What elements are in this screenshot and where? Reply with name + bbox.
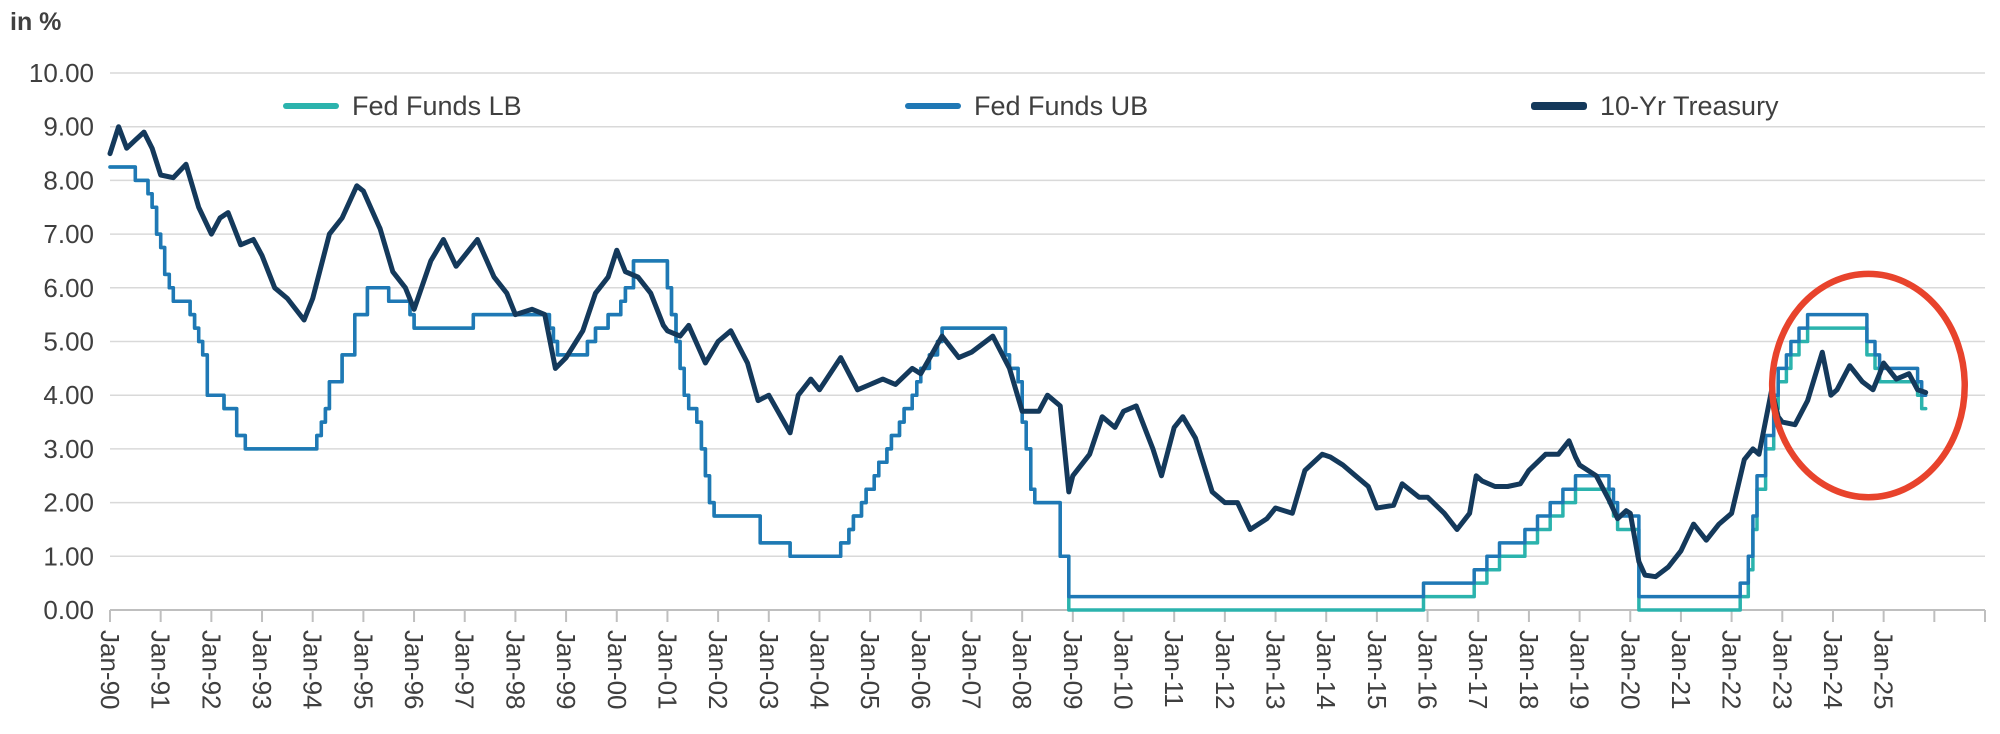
y-axis-label: 1.00 — [43, 541, 94, 571]
x-axis-label: Jan-23 — [1767, 630, 1797, 710]
x-axis-label: Jan-19 — [1565, 630, 1595, 710]
y-axis-label: 9.00 — [43, 112, 94, 142]
x-axis-label: Jan-12 — [1210, 630, 1240, 710]
x-axis-label: Jan-07 — [956, 630, 986, 710]
x-axis-label: Jan-94 — [298, 630, 328, 710]
y-axis-label: 10.00 — [29, 58, 94, 88]
x-axis-label: Jan-93 — [247, 630, 277, 710]
x-axis-label: Jan-92 — [196, 630, 226, 710]
x-axis-label: Jan-04 — [804, 630, 834, 710]
x-axis-label: Jan-21 — [1666, 630, 1696, 710]
x-axis-label: Jan-25 — [1869, 630, 1899, 710]
x-axis-label: Jan-02 — [703, 630, 733, 710]
y-axis-label: 2.00 — [43, 488, 94, 518]
x-axis-label: Jan-09 — [1058, 630, 1088, 710]
y-axis-label: 8.00 — [43, 165, 94, 195]
x-axis-label: Jan-99 — [551, 630, 581, 710]
x-axis-label: Jan-17 — [1463, 630, 1493, 710]
x-axis-label: Jan-05 — [855, 630, 885, 710]
x-axis-label: Jan-06 — [906, 630, 936, 710]
x-axis-label: Jan-96 — [399, 630, 429, 710]
x-axis-label: Jan-16 — [1413, 630, 1443, 710]
x-axis-label: Jan-10 — [1109, 630, 1139, 710]
y-axis-label: 3.00 — [43, 434, 94, 464]
x-axis-label: Jan-91 — [146, 630, 176, 710]
x-axis-label: Jan-01 — [652, 630, 682, 710]
y-axis-label: 5.00 — [43, 327, 94, 357]
y-axis-label: 7.00 — [43, 219, 94, 249]
x-axis-label: Jan-00 — [602, 630, 632, 710]
x-axis-label: Jan-15 — [1362, 630, 1392, 710]
x-axis-label: Jan-98 — [500, 630, 530, 710]
series-line-10yr-treasury — [107, 124, 1929, 580]
x-axis-label: Jan-24 — [1818, 630, 1848, 710]
x-axis-label: Jan-22 — [1717, 630, 1747, 710]
x-axis-label: Jan-20 — [1615, 630, 1645, 710]
x-axis-label: Jan-03 — [754, 630, 784, 710]
x-axis-label: Jan-90 — [95, 630, 125, 710]
y-axis-unit-label: in % — [10, 8, 62, 36]
x-axis-label: Jan-97 — [450, 630, 480, 710]
y-axis-label: 6.00 — [43, 273, 94, 303]
x-axis-label: Jan-14 — [1311, 630, 1341, 710]
x-axis-label: Jan-11 — [1159, 630, 1189, 708]
highlight-circle — [1768, 270, 1968, 501]
y-axis-label: 0.00 — [43, 595, 94, 625]
x-axis-label: Jan-18 — [1514, 630, 1544, 710]
x-axis-label: Jan-95 — [348, 630, 378, 710]
x-axis-label: Jan-08 — [1007, 630, 1037, 709]
y-axis-label: 4.00 — [43, 380, 94, 410]
x-axis-label: Jan-13 — [1261, 630, 1291, 710]
